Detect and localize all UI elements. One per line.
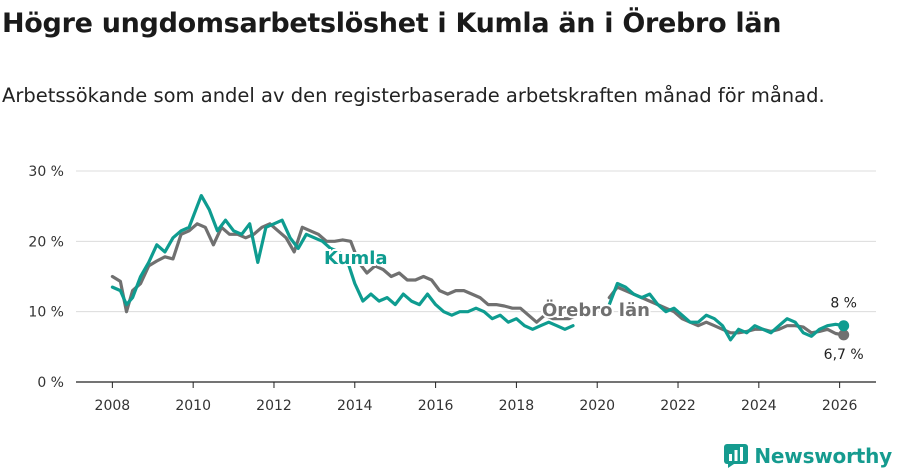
y-tick-label: 10 %	[28, 305, 64, 321]
x-tick-label: 2010	[175, 398, 211, 414]
brand-logo: Newsworthy	[724, 444, 892, 468]
end-marker-orebro	[838, 329, 850, 341]
x-tick-label: 2026	[822, 398, 858, 414]
x-tick-label: 2022	[660, 398, 696, 414]
end-label-orebro: 6,7 %	[824, 347, 864, 363]
x-tick-label: 2016	[418, 398, 454, 414]
x-tick-label: 2020	[579, 398, 615, 414]
chart-subtitle: Arbetssökande som andel av den registerb…	[2, 84, 825, 107]
series-line--rebro-l-n	[110, 222, 846, 337]
series-label-kumla: Kumla	[324, 248, 388, 269]
end-label-kumla: 8 %	[830, 296, 857, 312]
brand-name: Newsworthy	[754, 444, 892, 468]
chart-title: Högre ungdomsarbetslöshet i Kumla än i Ö…	[2, 8, 782, 39]
line-chart: 0 % 10 % 20 % 30 % 2008 2010 2012 2014 2016 2018 2…	[28, 164, 876, 414]
series-line-kumla	[110, 194, 846, 342]
end-marker-kumla	[838, 320, 850, 332]
x-tick-label: 2008	[95, 398, 131, 414]
x-tick-label: 2014	[337, 398, 373, 414]
y-tick-label: 30 %	[28, 164, 64, 180]
bar-chart-icon	[724, 444, 749, 468]
series-label-orebro: Örebro län	[542, 299, 650, 321]
y-tick-label: 20 %	[28, 234, 64, 250]
x-tick-label: 2024	[741, 398, 777, 414]
x-tick-label: 2012	[256, 398, 292, 414]
y-tick-label: 0 %	[37, 375, 64, 391]
x-tick-label: 2018	[499, 398, 535, 414]
